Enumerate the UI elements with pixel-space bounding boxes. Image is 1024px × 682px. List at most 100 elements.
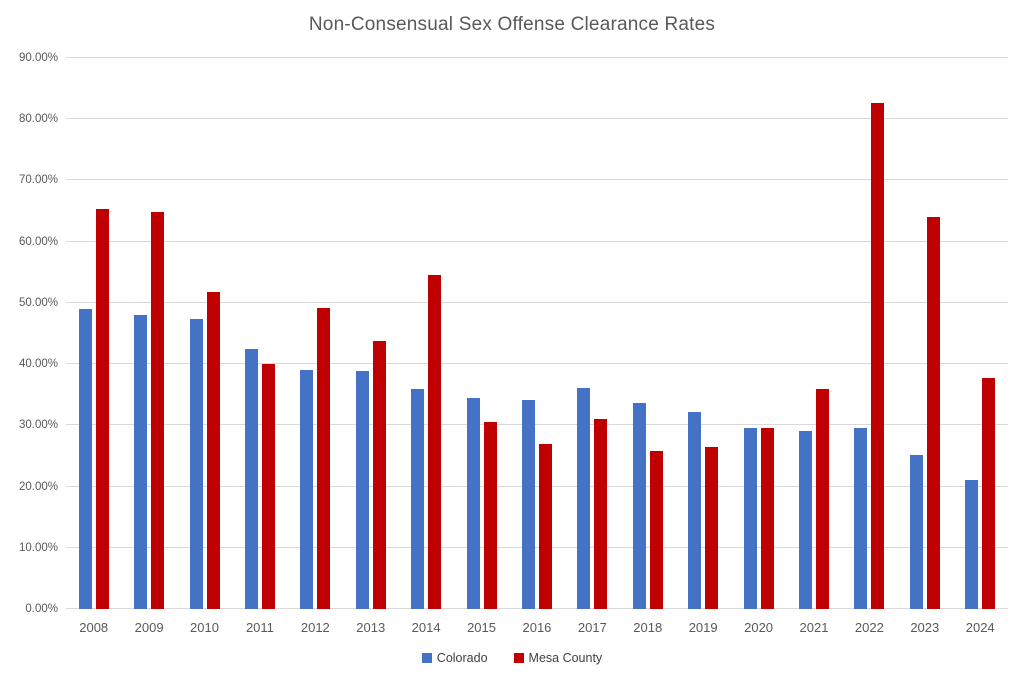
bar-mesa-county-2009	[151, 212, 165, 609]
x-axis-label-2016: 2016	[522, 620, 552, 635]
bar-group-2009	[121, 58, 176, 609]
x-axis-label-2024: 2024	[965, 620, 995, 635]
gridline-90: 90.00%	[19, 52, 1008, 64]
x-axis-label-2018: 2018	[633, 620, 663, 635]
bar-group-2018	[620, 58, 675, 609]
legend-label-mesa-county: Mesa County	[528, 651, 603, 665]
y-tick-label-40: 40.00%	[18, 358, 58, 371]
bar-group-2021	[786, 58, 841, 609]
bar-mesa-county-2015	[483, 421, 497, 609]
bar-colorado-2013	[355, 371, 369, 609]
legend-item-mesa-county: Mesa County	[513, 651, 603, 665]
y-tick-label-10: 10.00%	[18, 541, 58, 554]
y-tick-label-20: 20.00%	[18, 480, 58, 493]
bar-mesa-county-2019	[705, 447, 719, 609]
gridline-20: 20.00%	[19, 481, 1008, 493]
gridline-40: 40.00%	[19, 358, 1008, 370]
bar-colorado-2008	[78, 309, 92, 609]
y-tick-label-80: 80.00%	[18, 113, 58, 126]
legend-label-colorado: Colorado	[436, 651, 488, 665]
y-tick-label-30: 30.00%	[18, 419, 58, 432]
bar-mesa-county-2021	[815, 389, 829, 609]
bar-group-2011	[232, 58, 287, 609]
bar-mesa-county-2024	[982, 377, 996, 609]
bar-group-2019	[675, 58, 730, 609]
bar-colorado-2019	[688, 411, 702, 609]
bar-mesa-county-2008	[95, 208, 109, 609]
bar-mesa-county-2010	[206, 292, 220, 609]
bar-mesa-county-2023	[926, 217, 940, 609]
gridline-50: 50.00%	[19, 297, 1008, 309]
x-axis-label-2014: 2014	[411, 620, 441, 635]
x-axis-label-2008: 2008	[79, 620, 109, 635]
x-axis-label-2019: 2019	[688, 620, 718, 635]
bar-colorado-2010	[189, 319, 203, 609]
y-tick-label-50: 50.00%	[18, 296, 58, 309]
bar-group-2022	[842, 58, 897, 609]
x-axis-label-2009: 2009	[134, 620, 164, 635]
bar-group-2012	[288, 58, 343, 609]
bar-colorado-2018	[632, 403, 646, 609]
bar-colorado-2024	[965, 480, 979, 609]
bar-mesa-county-2017	[594, 419, 608, 609]
bar-colorado-2017	[577, 388, 591, 609]
y-tick-label-0: 0.00%	[25, 603, 58, 615]
x-axis-label-2021: 2021	[799, 620, 829, 635]
bar-group-2008	[66, 58, 121, 609]
legend-item-colorado: Colorado	[421, 651, 488, 665]
gridline-60: 60.00%	[19, 236, 1008, 248]
bar-mesa-county-2014	[428, 274, 442, 609]
bar-group-2023	[897, 58, 952, 609]
x-axis-label-2013: 2013	[356, 620, 386, 635]
gridline-70: 70.00%	[19, 174, 1008, 186]
bar-group-2014	[398, 58, 453, 609]
bar-colorado-2023	[909, 454, 923, 609]
x-axis-label-2010: 2010	[190, 620, 219, 635]
x-axis-labels: 2008 2009 2010 2011 2012 2013 2014 2015 2016 2017…	[66, 620, 1008, 635]
x-axis-label-2023: 2023	[910, 620, 940, 635]
gridline-30: 30.00%	[19, 419, 1008, 431]
bar-colorado-2015	[466, 397, 480, 609]
bar-group-2017	[565, 58, 620, 609]
bar-colorado-2011	[244, 348, 258, 609]
bar-mesa-county-2022	[871, 102, 885, 609]
y-tick-label-90: 90.00%	[18, 52, 58, 64]
bar-mesa-county-2013	[372, 340, 386, 609]
bar-mesa-county-2020	[760, 428, 774, 609]
bar-colorado-2012	[300, 369, 314, 609]
gridline-80: 80.00%	[19, 113, 1008, 125]
bar-colorado-2020	[743, 428, 757, 609]
bar-group-2020	[731, 58, 786, 609]
gridline-10: 10.00%	[19, 542, 1008, 554]
x-axis-label-2020: 2020	[744, 620, 774, 635]
x-axis-label-2011: 2011	[245, 620, 274, 635]
bars-layer	[66, 58, 1008, 609]
bar-mesa-county-2011	[261, 364, 275, 609]
bar-mesa-county-2016	[538, 443, 552, 609]
mesa-county-swatch-icon	[513, 653, 524, 663]
bar-group-2013	[343, 58, 398, 609]
x-axis-label-2022: 2022	[854, 620, 884, 635]
x-axis-label-2012: 2012	[300, 620, 330, 635]
y-tick-label-60: 60.00%	[18, 235, 58, 248]
bar-mesa-county-2012	[317, 308, 331, 609]
bar-group-2016	[509, 58, 564, 609]
bar-mesa-county-2018	[649, 451, 663, 609]
bar-colorado-2009	[134, 314, 148, 609]
bar-colorado-2014	[411, 389, 425, 609]
legend: Colorado Mesa County	[0, 651, 1024, 665]
bar-colorado-2021	[798, 431, 812, 609]
chart-title: Non-Consensual Sex Offense Clearance Rat…	[308, 14, 716, 35]
bar-colorado-2016	[521, 400, 535, 609]
bar-group-2010	[177, 58, 232, 609]
colorado-swatch-icon	[421, 653, 432, 663]
bar-colorado-2022	[854, 428, 868, 609]
x-axis-label-2015: 2015	[467, 620, 496, 635]
bar-group-2015	[454, 58, 509, 609]
gridline-0: 0.00%	[25, 603, 1008, 615]
plot-area: 0.00% 10.00% 20.00% 30.00% 40.00% 50.00% 60.00…	[19, 52, 1008, 615]
bar-group-2024	[953, 58, 1008, 609]
x-axis-label-2017: 2017	[577, 620, 607, 635]
y-tick-label-70: 70.00%	[18, 174, 58, 187]
